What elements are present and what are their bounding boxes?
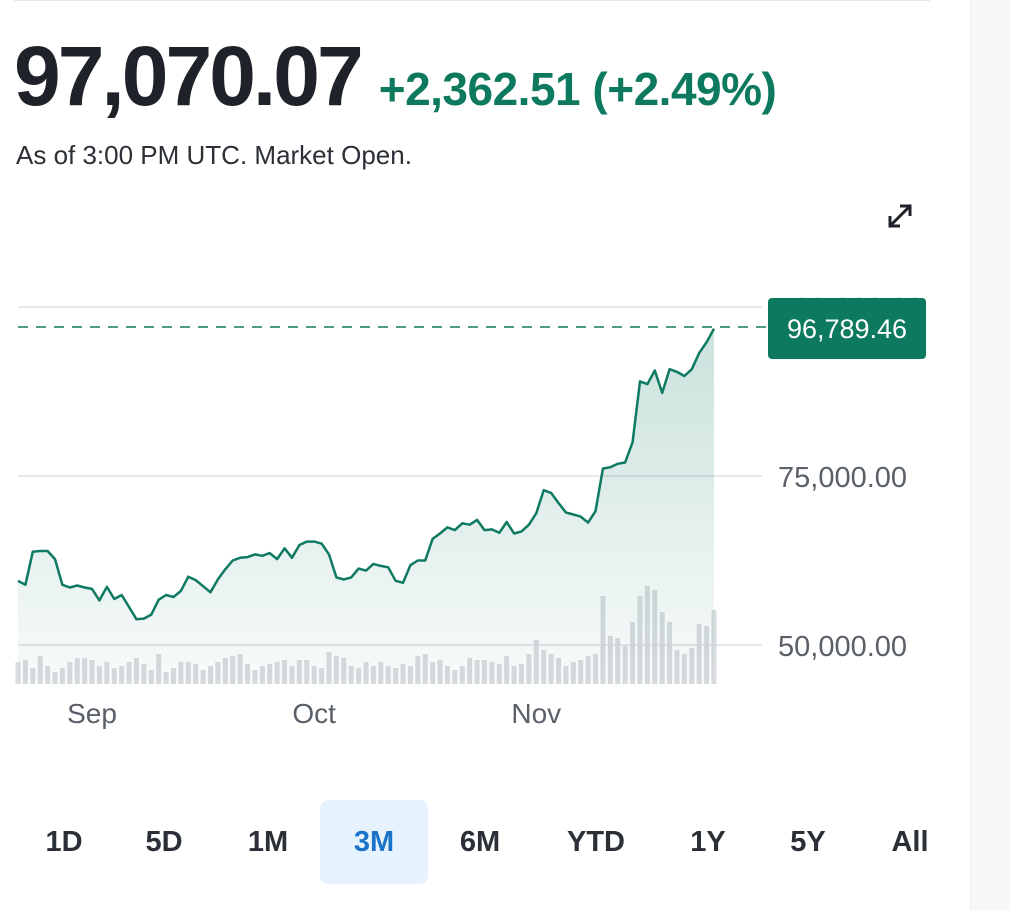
x-axis-label: Oct (292, 698, 336, 729)
top-divider (14, 0, 930, 1)
range-button-1m[interactable]: 1M (247, 825, 289, 858)
expand-chart-button[interactable] (882, 198, 918, 234)
current-price-badge (768, 298, 926, 359)
x-axis-label: Nov (511, 698, 561, 729)
price-chart[interactable]: 100,000.0075,000.0050,000.0096,789.46Sep… (0, 270, 970, 740)
price-line (17, 328, 716, 621)
current-price-label: 96,789.46 (787, 314, 907, 344)
quote-header: 97,070.07 +2,362.51 (+2.49%) (14, 29, 777, 123)
expand-arrows-icon (888, 204, 912, 228)
side-panel-edge (970, 0, 1010, 910)
price-area (18, 328, 714, 684)
range-button-6m[interactable]: 6M (459, 825, 501, 858)
range-button-5y[interactable]: 5Y (790, 825, 826, 858)
y-axis-label: 75,000.00 (778, 462, 907, 494)
range-button-1y[interactable]: 1Y (690, 825, 726, 858)
as-of-timestamp: As of 3:00 PM UTC. Market Open. (16, 140, 412, 170)
range-button-3m[interactable]: 3M (320, 800, 428, 884)
time-range-selector: 1D 5D 1M 3M 6M YTD 1Y 5Y All (14, 800, 944, 884)
current-price: 97,070.07 (14, 29, 364, 123)
range-button-all[interactable]: All (891, 825, 929, 858)
y-axis-label: 50,000.00 (778, 631, 907, 663)
price-change: +2,362.51 (+2.49%) (378, 63, 777, 115)
range-button-1d[interactable]: 1D (45, 825, 83, 858)
x-axis-label: Sep (67, 698, 117, 729)
range-button-ytd[interactable]: YTD (567, 825, 625, 858)
range-button-5d[interactable]: 5D (145, 825, 183, 858)
